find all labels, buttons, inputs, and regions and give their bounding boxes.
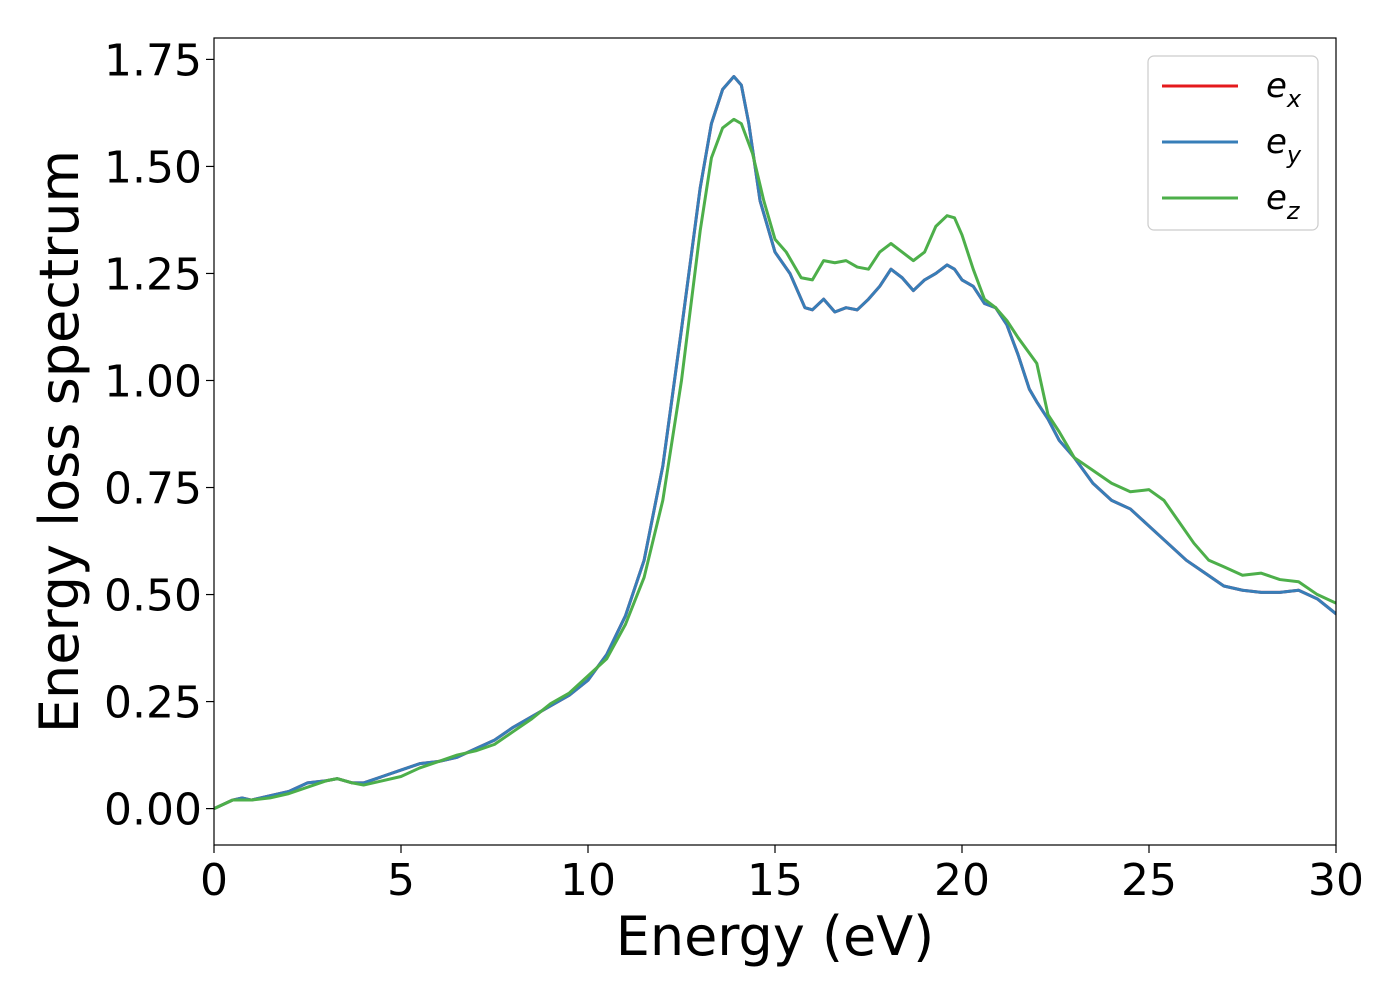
y-tick-label: 1.00 xyxy=(104,356,202,407)
x-tick-label: 30 xyxy=(1308,855,1364,906)
y-tick-label: 1.50 xyxy=(104,142,202,193)
y-tick-label: 1.75 xyxy=(104,35,202,86)
y-tick-label: 0.75 xyxy=(104,464,202,515)
y-axis-title: Energy loss spectrum xyxy=(28,150,91,733)
x-tick-label: 10 xyxy=(560,855,616,906)
legend-label-y: ey xyxy=(1266,122,1302,169)
x-axis-ticks: 0 5 10 15 20 25 30 xyxy=(200,845,1364,906)
x-axis-title: Energy (eV) xyxy=(616,905,935,968)
legend: ex ey ez xyxy=(1147,55,1319,231)
y-axis-ticks: 0.00 0.25 0.50 0.75 1.00 1.25 1.50 1.75 xyxy=(104,35,214,836)
y-tick-label: 0.25 xyxy=(104,678,202,729)
y-tick-label: 0.50 xyxy=(104,571,202,622)
legend-label-z: ez xyxy=(1266,178,1301,225)
plot-lines xyxy=(214,75,1336,811)
x-tick-label: 15 xyxy=(747,855,803,906)
x-tick-label: 20 xyxy=(934,855,990,906)
x-tick-label: 5 xyxy=(387,855,415,906)
legend-label-x: ex xyxy=(1266,66,1302,113)
y-tick-label: 0.00 xyxy=(104,785,202,836)
series-line-z xyxy=(214,117,1336,811)
series-line-y xyxy=(214,75,1336,811)
x-tick-label: 25 xyxy=(1121,855,1177,906)
x-tick-label: 0 xyxy=(200,855,228,906)
y-tick-label: 1.25 xyxy=(104,249,202,300)
